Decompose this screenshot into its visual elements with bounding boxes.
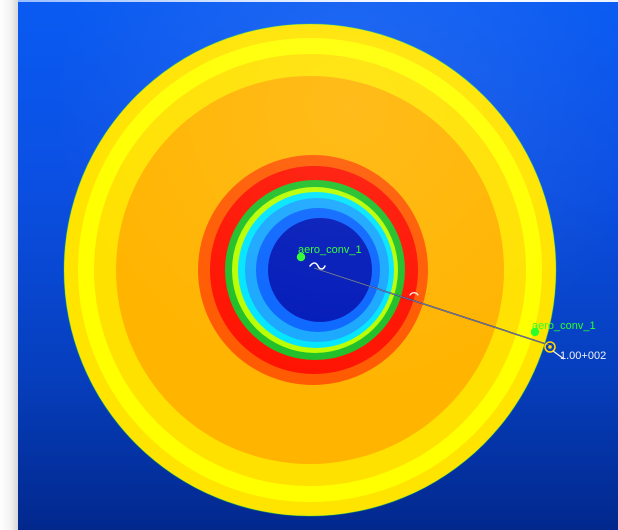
top-window-edge	[18, 0, 618, 2]
probe-line-highlight	[313, 267, 553, 347]
probe-end-leader	[552, 350, 565, 360]
annotation-edge[interactable]: aero_conv_1 1.00+002	[530, 320, 606, 362]
annotation-edge-label: aero_conv_1	[532, 320, 596, 332]
probe-end-center-icon	[548, 345, 552, 349]
cad-viewport[interactable]: aero_conv_1 aero_conv_1 1.00+002	[18, 2, 618, 530]
annotation-center-dot	[296, 252, 306, 262]
annotation-center[interactable]: aero_conv_1	[296, 244, 362, 270]
annotation-center-symbol	[309, 262, 326, 270]
probe-line[interactable]	[313, 267, 553, 347]
contour-plot[interactable]: aero_conv_1 aero_conv_1 1.00+002	[18, 2, 618, 530]
annotation-center-label: aero_conv_1	[298, 244, 362, 256]
annotation-edge-dot	[530, 327, 540, 337]
left-panel-edge	[0, 0, 18, 530]
probe-end-ring-icon	[544, 341, 556, 353]
probe-tick-icon	[409, 292, 419, 296]
probe-value-label: 1.00+002	[560, 350, 606, 362]
